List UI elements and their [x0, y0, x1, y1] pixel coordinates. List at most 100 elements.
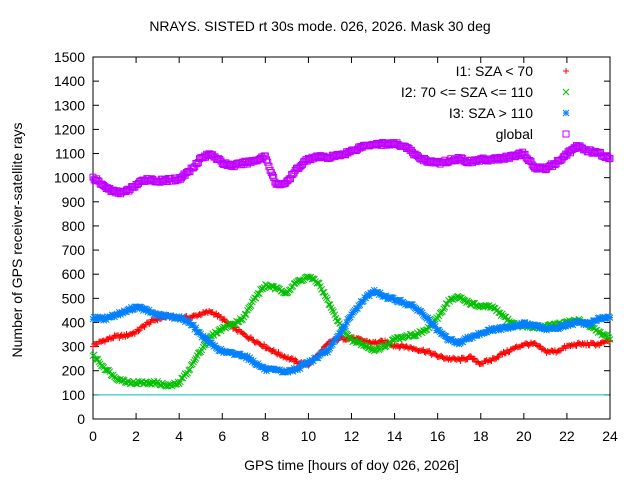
data-point	[525, 322, 532, 330]
legend-marker	[562, 130, 570, 138]
legend-label: I3: SZA > 110	[449, 105, 533, 121]
data-point	[558, 321, 566, 329]
chart-title: NRAYS. SISTED rt 30s mode. 026, 2026. Ma…	[149, 18, 491, 34]
y-tick-label: 900	[62, 194, 86, 210]
data-point	[117, 190, 125, 198]
x-tick-label: 2	[132, 428, 140, 444]
data-point	[291, 166, 299, 174]
data-point	[242, 311, 250, 318]
data-point	[585, 319, 592, 326]
data-point	[473, 332, 481, 339]
data-point	[606, 154, 614, 162]
x-tick-label: 6	[218, 428, 226, 444]
data-point	[215, 155, 223, 163]
data-point	[179, 172, 187, 180]
x-tick-label: 8	[261, 428, 269, 444]
data-point	[269, 282, 276, 290]
data-point	[459, 338, 467, 346]
data-point	[136, 327, 143, 334]
data-point	[272, 284, 280, 292]
data-point	[194, 159, 202, 167]
data-point	[264, 158, 272, 166]
data-point	[294, 366, 301, 374]
data-point	[326, 344, 334, 352]
x-axis-label: GPS time [hours of doy 026, 2026]	[244, 457, 459, 473]
data-point	[514, 323, 522, 330]
y-tick-label: 1100	[55, 146, 85, 162]
data-point	[135, 328, 142, 335]
y-tick-label: 800	[62, 218, 86, 234]
data-point	[405, 144, 413, 152]
data-point	[192, 324, 200, 332]
data-point	[573, 342, 580, 349]
data-point	[292, 356, 299, 363]
data-point	[93, 315, 100, 323]
data-point	[266, 166, 274, 174]
data-point	[534, 322, 542, 329]
data-point	[174, 315, 182, 322]
x-tick-label: 10	[301, 428, 317, 444]
y-tick-label: 400	[62, 314, 86, 330]
data-point	[503, 323, 511, 330]
data-point	[521, 150, 529, 158]
data-point	[453, 339, 461, 347]
data-point	[174, 176, 182, 184]
data-point	[138, 304, 146, 312]
data-point	[119, 309, 127, 317]
legend-label: global	[496, 126, 533, 142]
data-point	[182, 169, 190, 177]
data-point	[517, 150, 525, 158]
data-point	[197, 312, 204, 319]
data-point	[203, 334, 211, 342]
data-point	[296, 365, 304, 372]
y-tick-label: 1200	[54, 121, 85, 137]
y-tick-label: 600	[62, 266, 86, 282]
data-point	[90, 351, 98, 359]
data-point	[259, 154, 267, 162]
data-point	[601, 153, 609, 161]
data-point	[577, 144, 585, 152]
data-point	[332, 335, 340, 343]
data-point	[261, 341, 268, 348]
data-point	[525, 342, 532, 349]
series-2	[89, 273, 614, 390]
data-point	[457, 357, 464, 364]
data-point	[346, 313, 354, 321]
data-point	[343, 319, 351, 326]
data-point	[338, 326, 346, 334]
data-point	[606, 336, 614, 343]
data-point	[441, 303, 449, 311]
data-point	[418, 309, 426, 317]
y-tick-label: 1000	[54, 170, 85, 186]
data-point	[190, 164, 198, 172]
x-tick-label: 18	[473, 428, 489, 444]
data-point	[218, 347, 226, 354]
data-point	[581, 318, 589, 326]
data-point	[337, 330, 345, 337]
data-point	[254, 360, 262, 367]
data-point	[175, 313, 183, 320]
data-point	[117, 311, 124, 318]
x-tick-label: 4	[175, 428, 183, 444]
data-point	[250, 357, 257, 365]
data-point	[211, 342, 219, 349]
data-point	[275, 349, 282, 356]
data-point	[337, 152, 345, 160]
data-point	[117, 375, 124, 383]
data-point	[536, 325, 543, 332]
data-point	[348, 311, 355, 318]
data-point	[604, 153, 612, 161]
legend-label: I1: SZA < 70	[456, 63, 534, 79]
data-point	[234, 318, 242, 326]
data-point	[269, 171, 277, 179]
legend-marker	[562, 88, 570, 96]
y-tick-label: 1500	[54, 49, 85, 65]
data-point	[247, 302, 255, 309]
data-point	[320, 288, 328, 296]
data-point	[522, 322, 530, 330]
data-point	[323, 346, 330, 354]
data-point	[526, 157, 534, 165]
data-point	[495, 354, 502, 361]
data-point	[186, 366, 194, 373]
y-tick-label: 0	[77, 411, 85, 427]
